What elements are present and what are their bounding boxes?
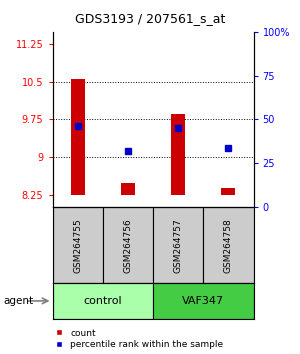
Legend: count, percentile rank within the sample: count, percentile rank within the sample [54,329,223,349]
Text: VAF347: VAF347 [182,296,224,306]
Bar [203,207,254,283]
Text: agent: agent [3,296,33,306]
Text: GSM264757: GSM264757 [174,218,183,273]
Bar [52,283,153,319]
Bar [52,207,103,283]
Bar [103,207,153,283]
Bar [70,79,85,195]
Text: GSM264758: GSM264758 [224,218,233,273]
Bar [121,183,135,195]
Bar [153,283,254,319]
Text: GSM264755: GSM264755 [73,218,82,273]
Text: control: control [83,296,122,306]
Text: GDS3193 / 207561_s_at: GDS3193 / 207561_s_at [75,12,225,25]
Text: GSM264756: GSM264756 [123,218,132,273]
Bar [153,207,203,283]
Bar [171,114,185,195]
Bar [221,188,236,195]
